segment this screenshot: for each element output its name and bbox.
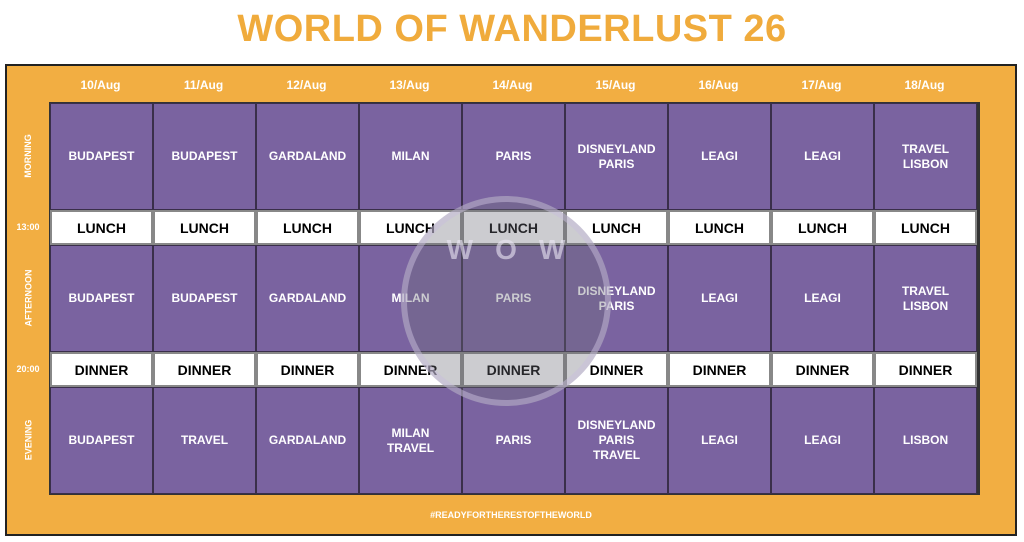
side-label-morning: MORNING: [7, 102, 49, 209]
date-header: 12/Aug: [286, 78, 327, 92]
afternoon-cell: BUDAPEST: [50, 245, 153, 352]
evening-cell: LISBON: [874, 387, 977, 494]
dinner-cell: DINNER: [565, 352, 668, 387]
dinner-cell: DINNER: [359, 352, 462, 387]
dinner-cell: DINNER: [874, 352, 977, 387]
evening-cell: MILAN TRAVEL: [359, 387, 462, 494]
side-label-lunch-time: 13:00: [16, 221, 40, 232]
afternoon-cell: TRAVEL LISBON: [874, 245, 977, 352]
morning-cell: MILAN: [359, 103, 462, 210]
morning-cell: DISNEYLAND PARIS: [565, 103, 668, 210]
afternoon-cell: DISNEYLAND PARIS: [565, 245, 668, 352]
page-title: WORLD OF WANDERLUST 26: [237, 8, 787, 50]
morning-cell: TRAVEL LISBON: [874, 103, 977, 210]
side-label-afternoon: AFTERNOON: [7, 244, 49, 351]
dinner-cell: DINNER: [50, 352, 153, 387]
row-morning: BUDAPEST BUDAPEST GARDALAND MILAN PARIS DISNE…: [50, 103, 979, 210]
morning-cell: GARDALAND: [256, 103, 359, 210]
morning-cell: LEAGI: [668, 103, 771, 210]
evening-cell: PARIS: [462, 387, 565, 494]
morning-cell: LEAGI: [771, 103, 874, 210]
date-header: 13/Aug: [389, 78, 430, 92]
afternoon-cell: GARDALAND: [256, 245, 359, 352]
evening-cell: DISNEYLAND PARIS TRAVEL: [565, 387, 668, 494]
afternoon-cell: PARIS: [462, 245, 565, 352]
evening-cell: BUDAPEST: [50, 387, 153, 494]
morning-cell: BUDAPEST: [153, 103, 256, 210]
dinner-cell: DINNER: [153, 352, 256, 387]
schedule-frame: 10/Aug 11/Aug 12/Aug 13/Aug 14/Aug 15/Aug 16/A…: [5, 64, 1017, 536]
afternoon-cell: MILAN: [359, 245, 462, 352]
date-header: 15/Aug: [595, 78, 636, 92]
dinner-cell: DINNER: [771, 352, 874, 387]
evening-cell: TRAVEL: [153, 387, 256, 494]
lunch-cell: LUNCH: [771, 210, 874, 245]
evening-cell: GARDALAND: [256, 387, 359, 494]
schedule-grid: BUDAPEST BUDAPEST GARDALAND MILAN PARIS DISNE…: [49, 102, 980, 495]
row-dinner: DINNER DINNER DINNER DINNER DINNER DINNER DINN…: [50, 352, 979, 387]
lunch-cell: LUNCH: [359, 210, 462, 245]
side-label-evening: EVENING: [7, 386, 49, 493]
morning-cell: BUDAPEST: [50, 103, 153, 210]
side-label-dinner-time: 20:00: [16, 363, 40, 374]
afternoon-cell: BUDAPEST: [153, 245, 256, 352]
morning-label: MORNING: [23, 133, 33, 178]
evening-label: EVENING: [22, 419, 33, 460]
date-header: 10/Aug: [80, 78, 121, 92]
evening-cell: LEAGI: [668, 387, 771, 494]
afternoon-cell: LEAGI: [668, 245, 771, 352]
lunch-cell: LUNCH: [462, 210, 565, 245]
lunch-cell: LUNCH: [874, 210, 977, 245]
afternoon-cell: LEAGI: [771, 245, 874, 352]
date-header: 11/Aug: [183, 78, 224, 92]
lunch-cell: LUNCH: [668, 210, 771, 245]
date-header: 16/Aug: [698, 78, 739, 92]
lunch-cell: LUNCH: [50, 210, 153, 245]
morning-cell: PARIS: [462, 103, 565, 210]
evening-cell: LEAGI: [771, 387, 874, 494]
date-header: 14/Aug: [492, 78, 533, 92]
dinner-cell: DINNER: [668, 352, 771, 387]
row-afternoon: BUDAPEST BUDAPEST GARDALAND MILAN PARIS DISNE…: [50, 245, 979, 352]
afternoon-label: AFTERNOON: [23, 269, 33, 326]
dinner-cell: DINNER: [462, 352, 565, 387]
date-header: 17/Aug: [801, 78, 842, 92]
row-lunch: LUNCH LUNCH LUNCH LUNCH LUNCH LUNCH LUNCH LUNCH…: [50, 210, 979, 245]
lunch-cell: LUNCH: [153, 210, 256, 245]
lunch-cell: LUNCH: [565, 210, 668, 245]
dinner-cell: DINNER: [256, 352, 359, 387]
date-header: 18/Aug: [904, 78, 945, 92]
row-evening: BUDAPEST TRAVEL GARDALAND MILAN TRAVEL PARIS…: [50, 387, 979, 494]
footer-hashtag: #READYFORTHERESTOFTHEWORLD: [430, 510, 592, 520]
lunch-cell: LUNCH: [256, 210, 359, 245]
